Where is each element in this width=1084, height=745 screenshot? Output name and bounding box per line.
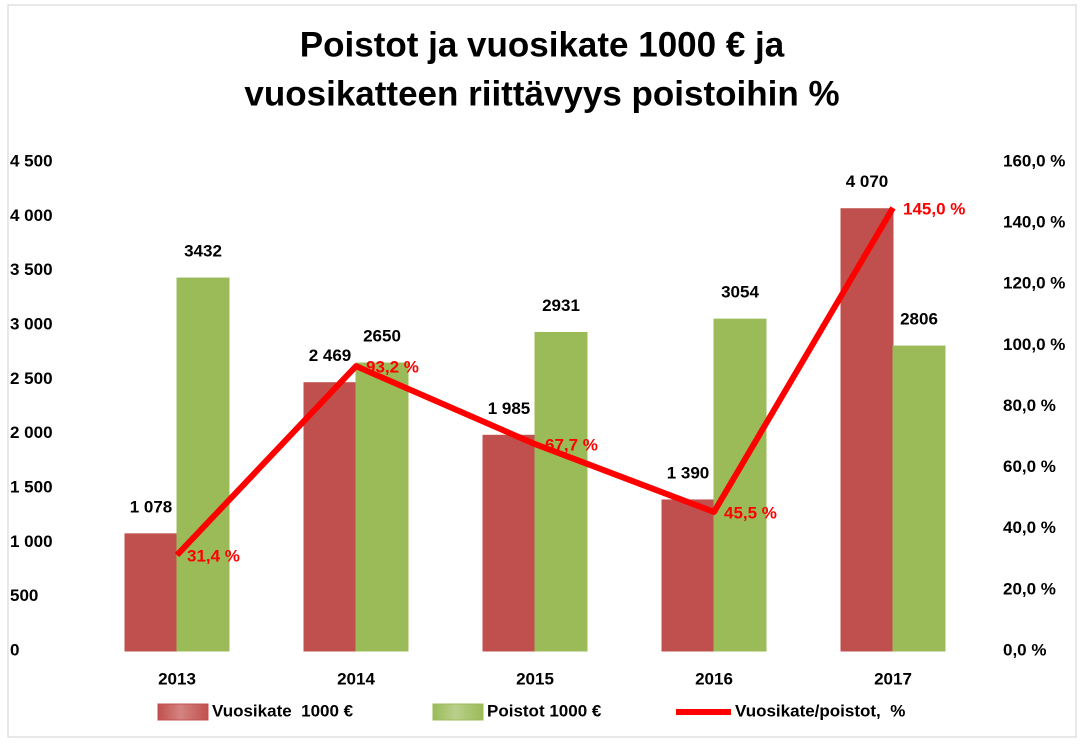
y-tick-label: 4 500 — [10, 151, 53, 170]
y2-tick-label: 60,0 % — [1003, 457, 1056, 476]
bar — [661, 499, 715, 652]
data-label: 3432 — [184, 242, 222, 261]
chart-title: Poistot ja vuosikate 1000 € ja — [300, 25, 785, 64]
x-tick-label: 2014 — [337, 669, 375, 688]
chart-title: vuosikatteen riittävyys poistoihin % — [244, 74, 839, 113]
bar — [534, 331, 588, 652]
bar — [176, 277, 230, 652]
bar — [482, 434, 536, 652]
y-tick-label: 1 000 — [10, 532, 53, 551]
line — [174, 206, 896, 558]
data-label: 31,4 % — [187, 547, 240, 566]
bar — [303, 382, 357, 652]
data-label: 45,5 % — [724, 503, 777, 522]
y-tick-label: 4 000 — [10, 206, 53, 225]
y2-tick-label: 80,0 % — [1003, 396, 1056, 415]
y-tick-label: 500 — [10, 586, 38, 605]
y2-tick-label: 140,0 % — [1003, 213, 1065, 232]
y2-tick-label: 120,0 % — [1003, 274, 1065, 293]
y2-tick-label: 40,0 % — [1003, 518, 1056, 537]
y2-tick-label: 100,0 % — [1003, 335, 1065, 354]
legend-swatch — [432, 703, 484, 721]
data-label: 2806 — [900, 310, 938, 329]
x-tick-label: 2015 — [516, 669, 554, 688]
y-tick-label: 2 500 — [10, 369, 53, 388]
x-tick-label: 2016 — [695, 669, 733, 688]
bar — [713, 318, 767, 652]
y2-tick-label: 20,0 % — [1003, 579, 1056, 598]
y-tick-label: 0 — [10, 640, 19, 659]
legend-label: Vuosikate/poistot, % — [735, 701, 905, 720]
bar — [840, 208, 894, 652]
data-label: 1 078 — [130, 497, 173, 516]
y-tick-label: 3 500 — [10, 260, 53, 279]
x-tick-label: 2013 — [158, 669, 196, 688]
bar — [355, 362, 409, 652]
data-label: 2 469 — [309, 346, 352, 365]
data-label: 2650 — [363, 327, 401, 346]
y-tick-label: 1 500 — [10, 477, 53, 496]
bar — [892, 345, 946, 652]
x-tick-label: 2017 — [874, 669, 912, 688]
data-label: 1 390 — [667, 463, 710, 482]
data-label: 2931 — [542, 296, 580, 315]
data-label: 145,0 % — [903, 199, 965, 218]
bar — [124, 533, 178, 652]
y2-tick-label: 0,0 % — [1003, 640, 1046, 659]
legend-swatch — [157, 703, 209, 721]
data-label: 3054 — [721, 283, 759, 302]
y2-tick-label: 160,0 % — [1003, 151, 1065, 170]
legend-label: Vuosikate 1000 € — [212, 701, 354, 720]
data-label: 93,2 % — [366, 358, 419, 377]
y-tick-label: 3 000 — [10, 314, 53, 333]
data-label: 4 070 — [846, 172, 889, 191]
y-tick-label: 2 000 — [10, 423, 53, 442]
data-label: 1 985 — [488, 399, 531, 418]
legend-label: Poistot 1000 € — [487, 701, 602, 720]
data-label: 67,7 % — [545, 436, 598, 455]
